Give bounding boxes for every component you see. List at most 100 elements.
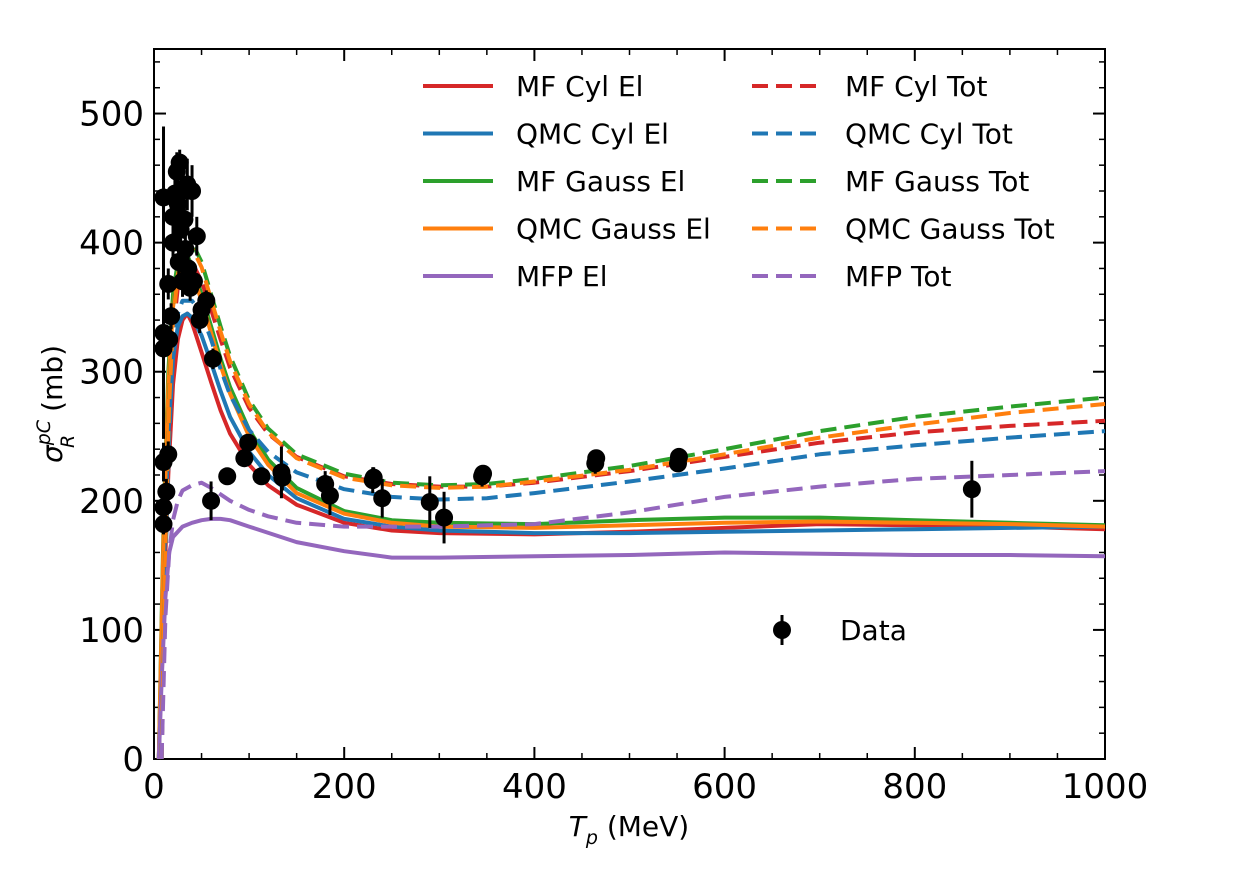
data-point (320, 476, 339, 516)
legend: MF Cyl El QMC Cyl El MF Gauss El QMC Gauss … (423, 70, 1055, 647)
y-tick-label: 500 (79, 95, 144, 135)
legend-entry: MF Cyl Tot (752, 70, 987, 103)
series-line-mfp-tot (159, 469, 1106, 760)
y-tick-label: 100 (79, 611, 144, 651)
data-marker (175, 210, 194, 229)
data-marker (162, 307, 181, 326)
data-marker (420, 493, 439, 512)
data-point (373, 478, 392, 518)
data-point (202, 481, 221, 521)
data-marker (202, 491, 221, 510)
data-marker (157, 482, 176, 501)
data-marker (187, 227, 206, 246)
tick-labels: 0 200 400 600 800 1000 0 100 200 300 400 500 (79, 95, 1148, 807)
data-point (154, 513, 173, 535)
data-point (183, 165, 202, 217)
data-point (157, 478, 176, 505)
legend-entry: MF Cyl El (423, 70, 643, 103)
x-tick-label: 200 (312, 767, 377, 807)
legend-entry: QMC Gauss El (423, 213, 711, 246)
legend-label: QMC Cyl El (516, 118, 669, 151)
legend-label: MF Cyl Tot (845, 70, 987, 103)
data-point (962, 460, 981, 518)
data-marker (364, 468, 383, 487)
y-tick-label: 0 (122, 740, 144, 780)
legend-entry: MFP Tot (752, 260, 952, 293)
series-line-qmc-cyl-el (156, 311, 1106, 760)
legend-label: QMC Gauss Tot (845, 213, 1055, 246)
y-tick-label: 300 (79, 353, 144, 393)
data-marker (252, 467, 271, 486)
data-marker (159, 445, 178, 464)
data-marker (176, 240, 195, 259)
legend-entry: MF Gauss Tot (752, 165, 1029, 198)
x-axis-label: Tp (MeV) (569, 810, 689, 849)
legend-entry: QMC Cyl El (423, 118, 669, 151)
data-point (252, 467, 271, 486)
data-marker (373, 489, 392, 508)
legend-marker (773, 621, 791, 639)
data-marker (203, 349, 222, 368)
legend-label: QMC Gauss El (516, 213, 711, 246)
legend-label: MFP El (516, 260, 608, 293)
series-group (156, 240, 1106, 760)
data-marker (170, 153, 189, 172)
data-markers (154, 126, 981, 544)
data-marker (184, 272, 203, 291)
data-point (160, 326, 179, 353)
legend-label: MF Gauss Tot (845, 165, 1029, 198)
data-point (159, 268, 178, 300)
x-tick-label: 1000 (1062, 767, 1149, 807)
plot-area (153, 48, 1106, 760)
data-marker (160, 330, 179, 349)
legend-label: MF Gauss El (516, 165, 685, 198)
data-point (435, 491, 454, 544)
legend-entry: MFP El (423, 260, 608, 293)
data-point (187, 216, 206, 256)
data-marker (474, 464, 493, 483)
data-marker (159, 274, 178, 293)
data-marker (320, 486, 339, 505)
data-point (669, 447, 688, 466)
data-point (184, 268, 203, 295)
x-tick-label: 800 (882, 767, 947, 807)
series-line-mf-cyl-el (156, 311, 1106, 760)
legend-label: MF Cyl El (516, 70, 643, 103)
plot-frame (153, 48, 1106, 760)
data-point (420, 476, 439, 528)
legend-label: MFP Tot (845, 260, 952, 293)
data-point (175, 200, 194, 239)
data-point (273, 464, 292, 491)
data-point (474, 464, 493, 483)
data-marker (154, 498, 173, 517)
legend-entry: QMC Cyl Tot (752, 118, 1013, 151)
data-point (235, 449, 254, 468)
data-marker (435, 508, 454, 527)
series-line-qmc-gauss-tot (159, 245, 1106, 760)
data-marker (587, 449, 606, 468)
data-marker (235, 449, 254, 468)
y-tick-label: 400 (79, 224, 144, 264)
data-marker (218, 467, 237, 486)
x-tick-label: 0 (143, 767, 165, 807)
y-tick-label: 200 (79, 482, 144, 522)
series-line-mfp-el (156, 516, 1106, 760)
data-marker (669, 447, 688, 466)
x-tick-label: 600 (692, 767, 757, 807)
legend-entry: MF Gauss El (423, 165, 685, 198)
data-marker (197, 291, 216, 310)
data-point (197, 290, 216, 312)
data-marker (154, 515, 173, 534)
ticks (153, 49, 1106, 760)
data-point (203, 348, 222, 370)
data-marker (273, 468, 292, 487)
series-line-qmc-gauss-el (156, 258, 1106, 760)
data-point (364, 467, 383, 488)
data-marker (183, 182, 202, 200)
data-point (170, 149, 189, 176)
x-tick-label: 400 (502, 767, 567, 807)
data-point (587, 449, 606, 468)
y-axis-label: σpC R (mb) (33, 345, 79, 463)
data-point (218, 467, 237, 486)
